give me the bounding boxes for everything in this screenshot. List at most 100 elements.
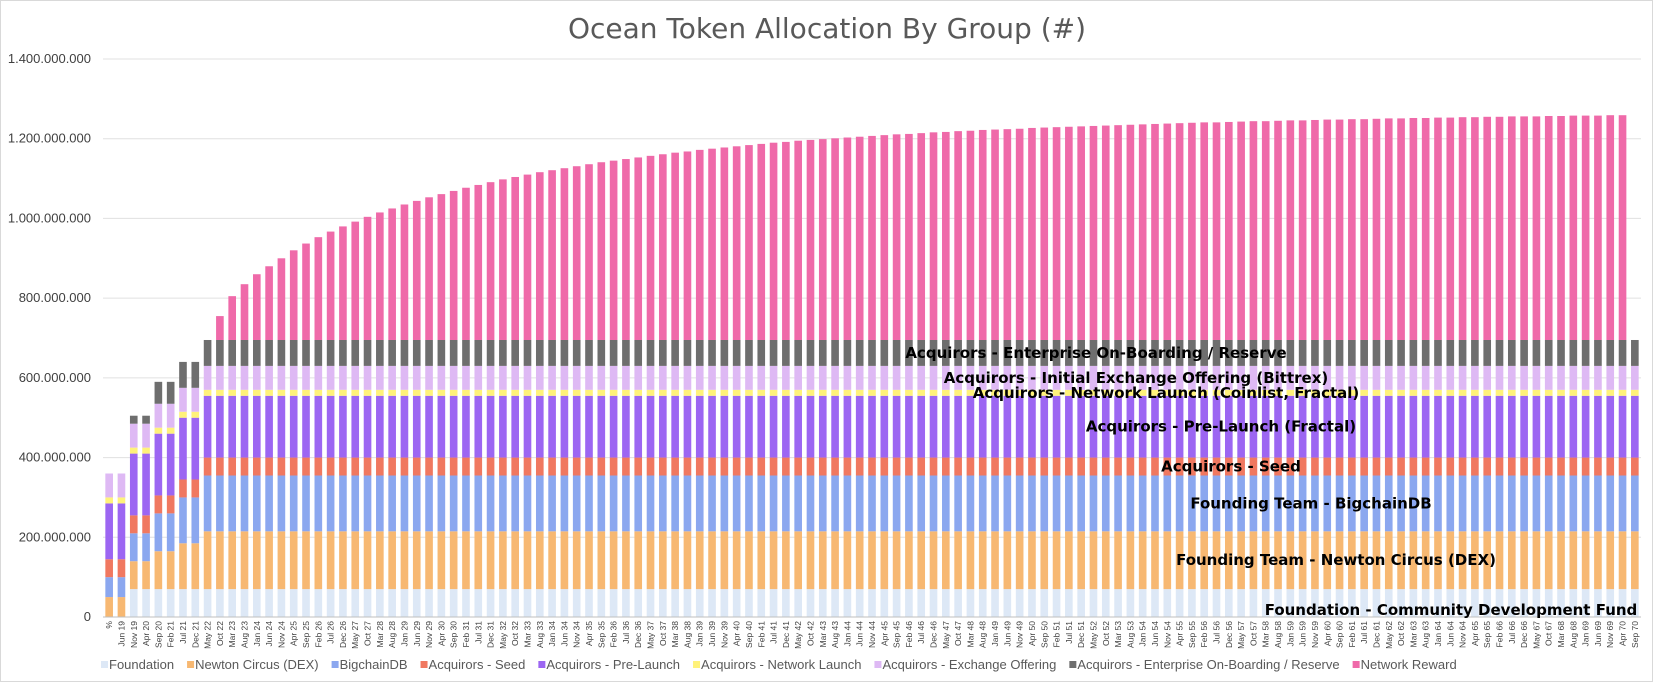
bar-segment bbox=[708, 339, 716, 366]
x-axis: % Jun 19 Nov 19 Apr 20 Sep 20 Feb 21 Jul 21 Dec… bbox=[104, 621, 1640, 649]
bar-segment bbox=[277, 531, 286, 590]
bar-segment bbox=[1237, 389, 1245, 396]
bar-segment bbox=[1163, 123, 1172, 340]
bar-segment bbox=[942, 475, 950, 532]
bar-segment bbox=[154, 589, 163, 617]
bar-segment bbox=[1409, 117, 1418, 340]
bar-segment bbox=[474, 395, 483, 458]
bar-segment bbox=[1298, 339, 1307, 366]
bar-segment bbox=[1261, 531, 1270, 590]
bar-segment bbox=[449, 339, 458, 366]
bar-segment bbox=[1458, 389, 1467, 396]
bar-segment bbox=[523, 365, 532, 390]
bar-segment bbox=[757, 475, 766, 532]
bar-segment bbox=[412, 339, 421, 366]
bar-segment bbox=[548, 475, 556, 532]
bar-segment bbox=[954, 389, 962, 396]
bar-segment bbox=[1015, 365, 1024, 390]
bar-segment bbox=[560, 365, 569, 390]
bar-segment bbox=[1175, 589, 1184, 617]
x-tick-label: Jul 21 bbox=[178, 621, 188, 644]
bar-segment bbox=[228, 531, 237, 590]
bar-segment bbox=[782, 395, 790, 458]
bar-segment bbox=[203, 365, 212, 390]
bar-segment bbox=[265, 365, 273, 390]
bar-segment bbox=[1126, 589, 1135, 617]
bar-segment bbox=[437, 194, 446, 340]
bar-segment bbox=[929, 389, 938, 396]
bar-segment bbox=[1520, 365, 1528, 390]
bar-segment bbox=[720, 589, 729, 617]
legend-swatch bbox=[1069, 661, 1077, 668]
bar-segment bbox=[252, 389, 261, 396]
bar-segment bbox=[1532, 395, 1541, 458]
bar-segment bbox=[794, 395, 802, 458]
bar-segment bbox=[548, 457, 556, 476]
bar-segment bbox=[794, 140, 802, 340]
bar-segment bbox=[412, 457, 421, 476]
bar-segment bbox=[1151, 339, 1159, 366]
bar-segment bbox=[1520, 389, 1528, 396]
bar-segment bbox=[191, 479, 200, 498]
bar-segment bbox=[818, 457, 827, 476]
x-tick-label: May 22 bbox=[203, 621, 213, 649]
bar-segment bbox=[782, 389, 790, 396]
bar-segment bbox=[1298, 475, 1307, 532]
bar-segment bbox=[1101, 365, 1110, 390]
bar-segment bbox=[892, 395, 901, 458]
bar-segment bbox=[966, 389, 975, 396]
bar-segment bbox=[695, 395, 704, 458]
bar-segment bbox=[794, 531, 802, 590]
bar-segment bbox=[868, 135, 876, 340]
bar-segment bbox=[892, 457, 901, 476]
bar-segment bbox=[1274, 365, 1282, 390]
bar-segment bbox=[302, 475, 310, 532]
bar-segment bbox=[277, 457, 286, 476]
bar-segment bbox=[1249, 121, 1258, 341]
bar-segment bbox=[843, 475, 852, 532]
bar-segment bbox=[117, 473, 126, 498]
bar-segment bbox=[1483, 457, 1492, 476]
bar-segment bbox=[720, 475, 729, 532]
bar-segment bbox=[1360, 531, 1368, 590]
x-tick-label: Feb 41 bbox=[756, 621, 766, 648]
bar-segment bbox=[412, 475, 421, 532]
x-tick-label: Apr 70 bbox=[1618, 621, 1628, 646]
x-tick-label: Feb 66 bbox=[1495, 621, 1505, 648]
bar-segment bbox=[671, 152, 679, 340]
bar-segment bbox=[400, 365, 409, 390]
bar-segment bbox=[216, 531, 224, 590]
bar-segment bbox=[1261, 457, 1270, 476]
bar-segment bbox=[191, 497, 200, 544]
annotation-label: Acquirors - Enterprise On-Boarding / Res… bbox=[905, 344, 1286, 362]
bar-segment bbox=[1520, 339, 1528, 366]
bar-segment bbox=[905, 475, 913, 532]
bar-segment bbox=[302, 531, 310, 590]
bar-segment bbox=[228, 389, 237, 396]
bar-segment bbox=[1581, 531, 1590, 590]
bar-segment bbox=[1323, 339, 1332, 366]
bar-segment bbox=[1483, 365, 1492, 390]
bar-segment bbox=[499, 457, 507, 476]
bar-segment bbox=[1335, 589, 1344, 617]
bar-segment bbox=[1126, 531, 1135, 590]
bar-segment bbox=[1606, 395, 1615, 458]
bar-segment bbox=[1188, 589, 1196, 617]
bar-segment bbox=[1581, 457, 1590, 476]
x-tick-label: Mar 28 bbox=[375, 621, 385, 648]
bar-segment bbox=[425, 531, 433, 590]
bar-segment bbox=[1114, 457, 1122, 476]
bar-segment bbox=[388, 208, 396, 340]
bar-segment bbox=[154, 427, 163, 434]
annotation-label: Network Reward bbox=[831, 1, 972, 5]
bar-segment bbox=[388, 475, 396, 532]
x-tick-label: Jun 54 bbox=[1150, 621, 1160, 647]
bar-segment bbox=[1052, 589, 1061, 617]
bar-segment bbox=[339, 339, 347, 366]
legend: Foundation Newton Circus (DEX) BigchainDB A… bbox=[101, 657, 1457, 672]
bar-segment bbox=[917, 475, 926, 532]
bar-segment bbox=[966, 339, 975, 366]
bar-segment bbox=[892, 531, 901, 590]
bar-segment bbox=[1237, 589, 1245, 617]
bar-segment bbox=[646, 475, 655, 532]
